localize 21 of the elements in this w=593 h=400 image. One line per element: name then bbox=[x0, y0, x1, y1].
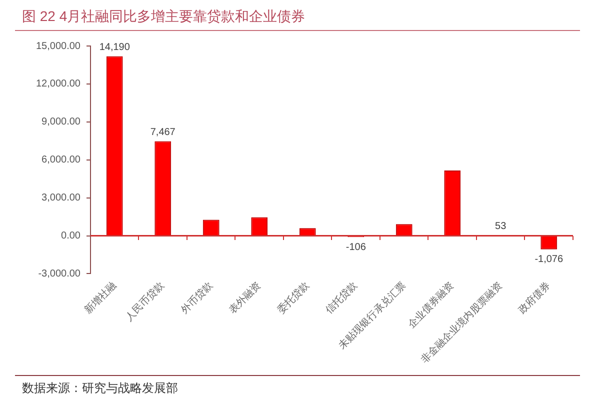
y-tick-label: -3,000.00 bbox=[38, 268, 81, 280]
y-tick-label: 0.00 bbox=[61, 230, 81, 242]
chart-title: 图 22 4月社融同比多增主要靠贷款和企业债券 bbox=[22, 8, 306, 26]
data-label: 53 bbox=[495, 220, 507, 232]
data-label: 14,190 bbox=[99, 42, 130, 53]
x-tick-label: 信托贷款 bbox=[323, 280, 360, 316]
x-tick-label: 政府债券 bbox=[516, 280, 553, 316]
x-tick-label: 表外融资 bbox=[226, 280, 264, 316]
y-tick-label: 9,000.00 bbox=[42, 116, 81, 128]
y-tick-label: 6,000.00 bbox=[42, 154, 81, 166]
y-tick-label: 12,000.00 bbox=[36, 78, 81, 90]
y-tick-label: 15,000.00 bbox=[36, 40, 81, 52]
x-tick-label: 人民币贷款 bbox=[123, 280, 167, 324]
x-tick-label: 新增社融 bbox=[82, 280, 119, 316]
data-label: -1,076 bbox=[534, 254, 564, 266]
x-tick-label: 外币贷款 bbox=[178, 280, 216, 316]
data-label: 7,467 bbox=[150, 127, 176, 138]
source-note: 数据来源：研究与战略发展部 bbox=[22, 380, 178, 397]
x-tick-label: 委托贷款 bbox=[274, 280, 312, 316]
data-label: -106 bbox=[346, 242, 366, 253]
y-tick-label: 3,000.00 bbox=[42, 192, 81, 204]
